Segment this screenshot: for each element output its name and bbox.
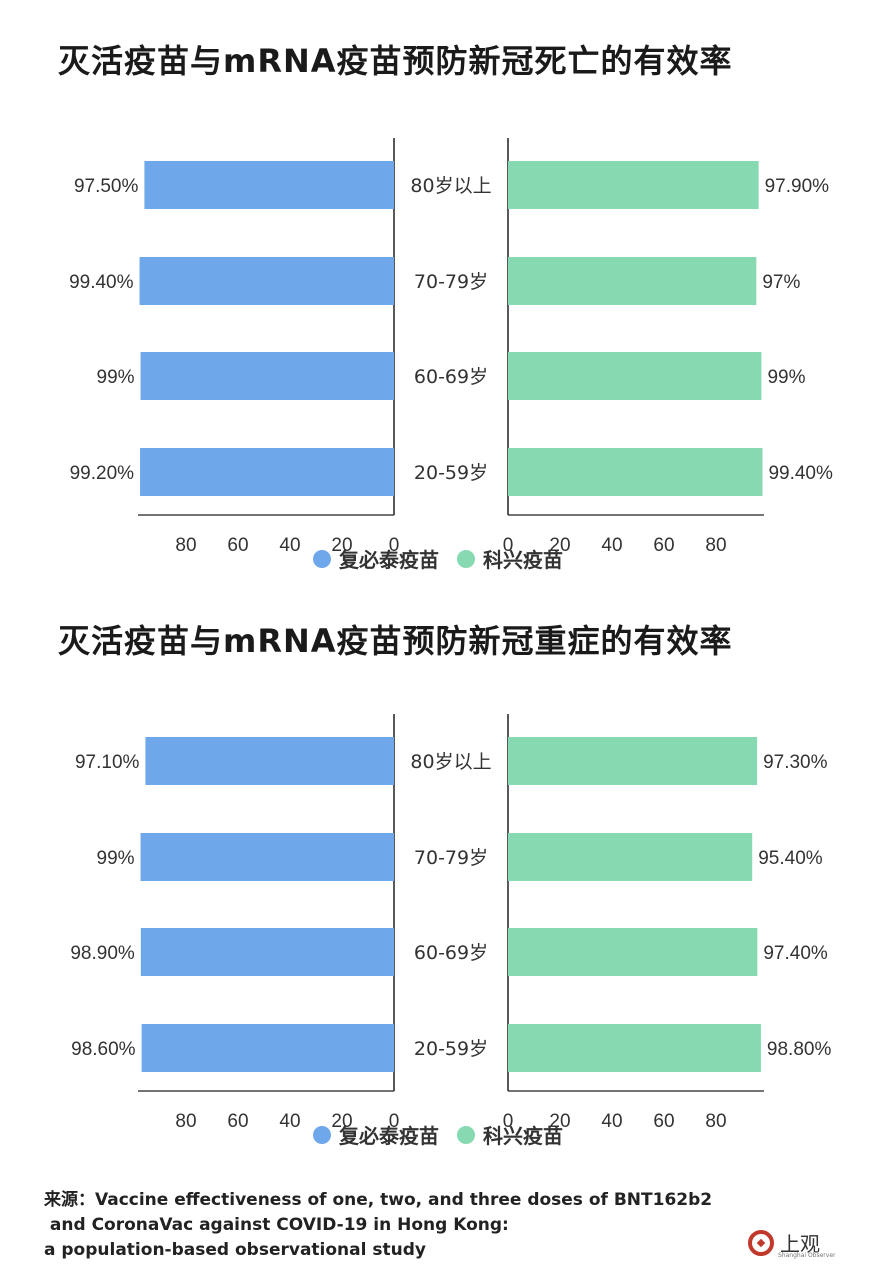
bar-left (144, 161, 394, 209)
data-label-right: 95.40% (758, 848, 823, 869)
data-label-left: 97.10% (75, 752, 140, 773)
bar-left (141, 1024, 394, 1072)
legend-severe: 复必泰疫苗 科兴疫苗 (0, 1120, 876, 1149)
data-label-right: 97.30% (763, 752, 828, 773)
legend-label-right: 科兴疫苗 (483, 548, 563, 572)
legend-label-right: 科兴疫苗 (483, 1124, 563, 1148)
tick-label-left: 60 (227, 1111, 248, 1132)
severe-efficacy-chart: 97.10% 97.30% 80岁以上 99% 95.40% 70-79岁 98.90% 97… (70, 714, 832, 1132)
tick-label-right: 20 (549, 1111, 570, 1132)
data-label-left: 99.40% (69, 272, 134, 293)
bar-right (508, 737, 758, 785)
bar-left (145, 737, 394, 785)
tick-label-right: 40 (601, 535, 622, 556)
bar-right (508, 448, 763, 496)
category-label: 80岁以上 (410, 175, 491, 197)
logo-icon (748, 1229, 774, 1256)
category-label: 20-59岁 (414, 462, 488, 484)
data-label-right: 97% (762, 272, 800, 293)
data-label-left: 98.90% (70, 943, 135, 964)
tick-label-left: 20 (331, 535, 352, 556)
bar-left (140, 928, 394, 976)
tick-label-right: 0 (503, 535, 514, 556)
data-label-right: 98.80% (767, 1039, 832, 1060)
tick-label-right: 80 (705, 535, 726, 556)
legend-item-left: 复必泰疫苗 (313, 544, 439, 573)
tick-label-right: 20 (549, 535, 570, 556)
tick-label-left: 20 (331, 1111, 352, 1132)
shanghai-observer-logo: 上观 Shanghai Observer (748, 1228, 835, 1259)
legend-label-left: 复必泰疫苗 (339, 1124, 439, 1148)
data-label-left: 99% (97, 367, 135, 388)
category-label: 20-59岁 (414, 1038, 488, 1060)
tick-label-left: 60 (227, 535, 248, 556)
source-citation: 来源：Vaccine effectiveness of one, two, an… (44, 1188, 712, 1263)
legend-dot-left (313, 549, 331, 568)
data-label-left: 99.20% (70, 463, 135, 484)
legend-death: 复必泰疫苗 科兴疫苗 (0, 544, 876, 573)
logo-subtext: Shanghai Observer (778, 1252, 836, 1259)
category-label: 80岁以上 (410, 751, 491, 773)
bar-left (140, 352, 394, 400)
tick-label-left: 80 (175, 1111, 196, 1132)
data-label-right: 99.40% (768, 463, 833, 484)
bar-left (139, 257, 394, 305)
death-efficacy-chart: 97.50% 97.90% 80岁以上 99.40% 97% 70-79岁 99% 99% 60… (69, 138, 833, 556)
source-line: a population-based observational study (44, 1240, 426, 1260)
tick-label-left: 80 (175, 535, 196, 556)
chart-title-death: 灭活疫苗与mRNA疫苗预防新冠死亡的有效率 (58, 42, 733, 80)
legend-dot-left (313, 1125, 331, 1144)
chart-title-severe: 灭活疫苗与mRNA疫苗预防新冠重症的有效率 (58, 622, 733, 660)
bar-left (140, 448, 394, 496)
legend-dot-right (457, 1125, 475, 1144)
tick-label-left: 0 (389, 1111, 400, 1132)
tick-label-left: 40 (279, 1111, 300, 1132)
bar-right (508, 1024, 761, 1072)
bar-left (140, 833, 394, 881)
data-label-left: 99% (97, 848, 135, 869)
bar-right (508, 833, 753, 881)
legend-item-right: 科兴疫苗 (457, 544, 563, 573)
category-label: 70-79岁 (414, 271, 488, 293)
data-label-right: 97.90% (765, 176, 830, 197)
legend-item-right: 科兴疫苗 (457, 1120, 563, 1149)
category-label: 70-79岁 (414, 847, 488, 869)
legend-dot-right (457, 549, 475, 568)
source-line: and CoronaVac against COVID-19 in Hong K… (44, 1215, 509, 1235)
bar-right (508, 257, 757, 305)
legend-item-left: 复必泰疫苗 (313, 1120, 439, 1149)
bar-right (508, 161, 759, 209)
source-line: 来源：Vaccine effectiveness of one, two, an… (44, 1190, 713, 1210)
bar-right (508, 928, 758, 976)
tick-label-right: 0 (503, 1111, 514, 1132)
tick-label-left: 40 (279, 535, 300, 556)
category-label: 60-69岁 (414, 942, 488, 964)
tick-label-right: 80 (705, 1111, 726, 1132)
tick-label-right: 60 (653, 535, 674, 556)
data-label-right: 99% (767, 367, 805, 388)
tick-label-right: 60 (653, 1111, 674, 1132)
category-label: 60-69岁 (414, 366, 488, 388)
tick-label-right: 40 (601, 1111, 622, 1132)
logo-text: 上观 (780, 1232, 820, 1256)
data-label-left: 98.60% (71, 1039, 136, 1060)
bar-right (508, 352, 762, 400)
data-label-right: 97.40% (763, 943, 828, 964)
legend-label-left: 复必泰疫苗 (339, 548, 439, 572)
data-label-left: 97.50% (74, 176, 139, 197)
tick-label-left: 0 (389, 535, 400, 556)
